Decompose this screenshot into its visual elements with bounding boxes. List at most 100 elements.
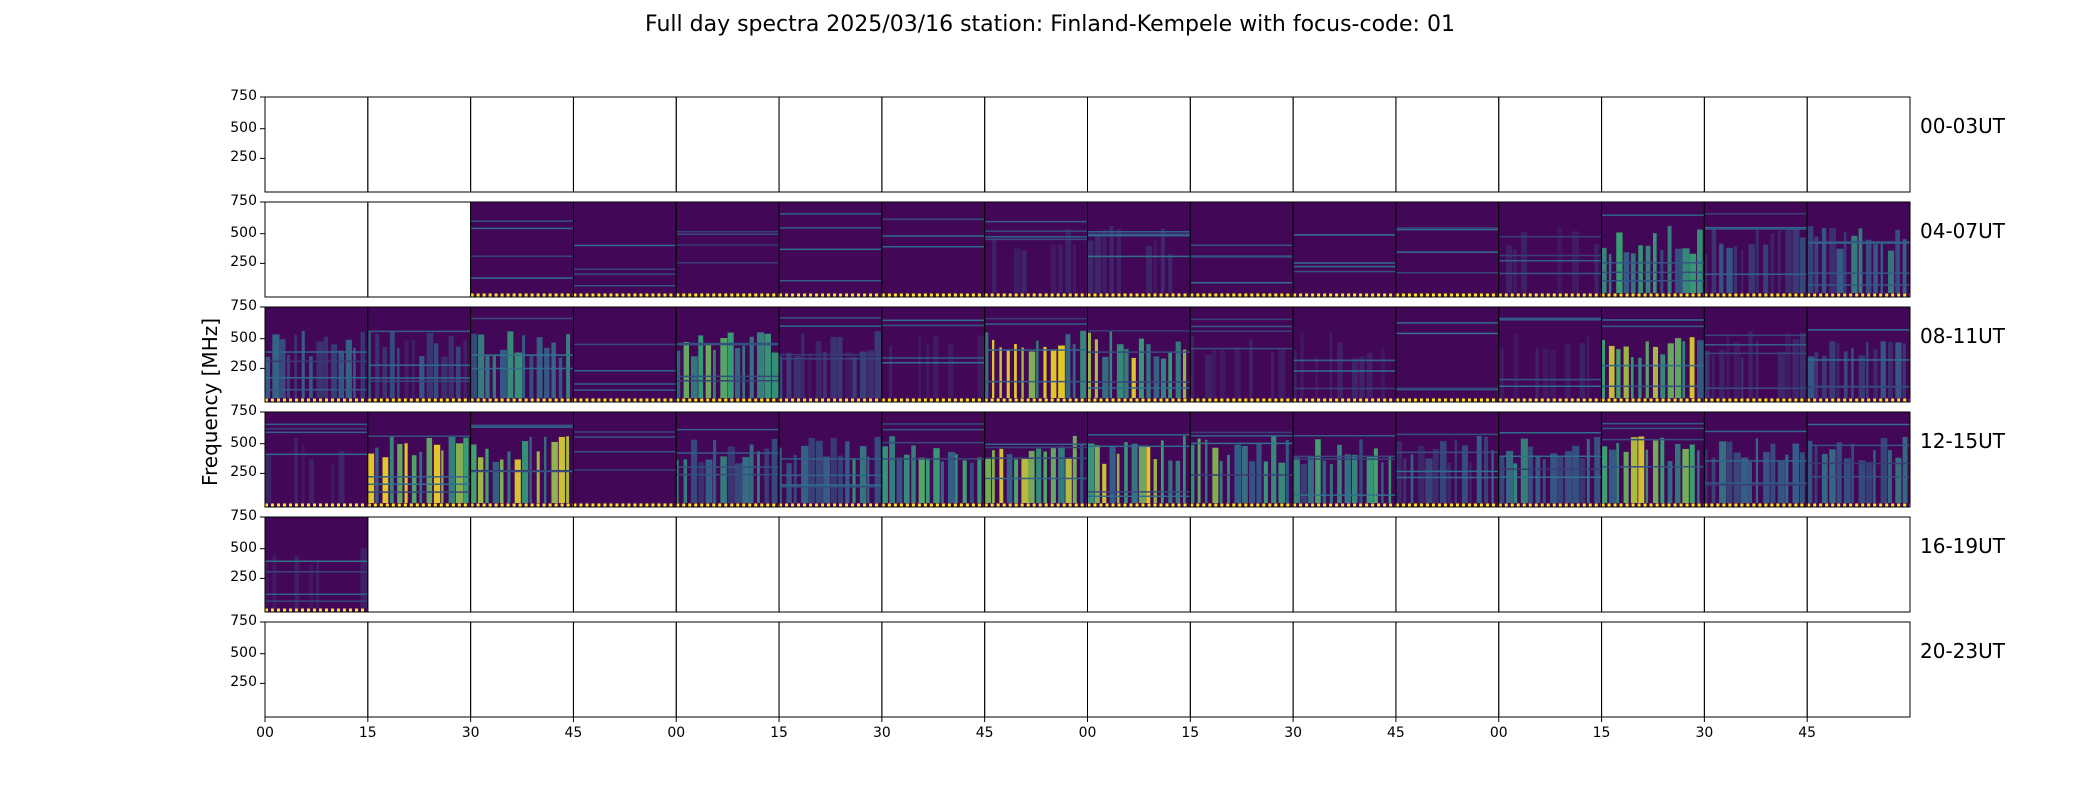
interference-line <box>1704 483 1808 486</box>
signal-band <box>566 436 570 503</box>
interference-line <box>881 245 985 248</box>
signal-band <box>1777 351 1785 398</box>
interference-line <box>573 268 677 271</box>
panel-frame <box>881 621 986 718</box>
signal-band <box>1249 339 1253 398</box>
interference-line <box>1807 475 1910 478</box>
signal-band <box>940 461 944 503</box>
x-tick-label: 00 <box>667 725 686 741</box>
interference-line <box>1293 270 1396 273</box>
signal-band <box>823 456 830 503</box>
signal-band <box>448 336 454 398</box>
interference-line <box>1601 422 1705 425</box>
signal-band <box>918 337 921 398</box>
signal-band <box>544 436 547 503</box>
signal-band <box>485 448 489 503</box>
panel-frame <box>1395 621 1500 718</box>
interference-line <box>1190 325 1294 328</box>
interference-line <box>1704 273 1808 276</box>
panel-frame <box>1498 96 1603 193</box>
signal-band <box>1050 245 1057 293</box>
signal-band <box>1219 461 1223 503</box>
signal-band <box>1058 345 1065 398</box>
x-tick-label: 30 <box>1695 725 1714 741</box>
interference-line <box>1704 228 1808 230</box>
signal-band <box>492 461 500 503</box>
signal-band <box>757 451 760 503</box>
signal-band <box>705 343 712 398</box>
signal-band <box>1865 462 1873 503</box>
spectrum-panel <box>573 202 677 297</box>
signal-band <box>551 342 556 398</box>
signal-band <box>1887 250 1895 293</box>
signal-band <box>1447 462 1451 503</box>
signal-band <box>955 454 958 503</box>
signal-band <box>301 444 305 503</box>
interference-line <box>1395 228 1499 231</box>
signal-band <box>1851 347 1854 398</box>
panel-frame <box>1806 411 1911 508</box>
signal-band <box>1116 344 1124 398</box>
signal-band <box>1821 227 1827 293</box>
signal-band <box>1902 239 1907 293</box>
interference-line <box>367 491 471 493</box>
interference-line <box>984 443 1088 446</box>
interference-line <box>1498 272 1602 275</box>
signal-band <box>1638 357 1642 398</box>
signal-band <box>1175 341 1181 398</box>
interference-line <box>573 469 677 471</box>
signal-band <box>1667 225 1672 293</box>
signal-band <box>830 336 838 398</box>
signal-band <box>1711 457 1716 503</box>
signal-band <box>1829 341 1836 398</box>
signal-band <box>1278 348 1286 398</box>
interference-line <box>1087 381 1191 383</box>
interference-line <box>984 380 1088 383</box>
interference-line <box>779 279 882 282</box>
interference-line <box>1498 254 1602 257</box>
signal-band <box>1564 343 1571 398</box>
panel-frame <box>367 96 472 193</box>
signal-band <box>1036 340 1039 398</box>
signal-band <box>1219 350 1226 398</box>
panel-frame <box>264 96 369 193</box>
signal-band <box>815 341 822 398</box>
interference-line <box>1293 234 1396 236</box>
signal-band <box>1645 341 1649 398</box>
signal-band <box>1895 342 1902 398</box>
signal-band <box>1403 458 1407 503</box>
y-tick-label: 750 <box>230 403 257 419</box>
panel-frame <box>778 96 883 193</box>
row-time-label: 16-19UT <box>1920 534 2005 558</box>
interference-line <box>573 244 677 247</box>
interference-line <box>676 233 780 235</box>
signal-band <box>1807 356 1815 398</box>
interference-line <box>1087 445 1191 448</box>
signal-band <box>1190 444 1195 503</box>
signal-band <box>1550 453 1558 503</box>
signal-band <box>1704 449 1709 503</box>
signal-band <box>1146 245 1153 293</box>
interference-line <box>1087 330 1191 332</box>
interference-line <box>1087 231 1191 233</box>
signal-band <box>1711 227 1717 293</box>
signal-band <box>992 450 995 503</box>
signal-band <box>1278 462 1286 503</box>
signal-band <box>977 335 985 398</box>
spectrum-panel <box>1190 202 1294 297</box>
signal-band <box>1726 441 1733 503</box>
interference-line <box>984 323 1088 325</box>
signal-band <box>1741 249 1744 293</box>
interference-line <box>1293 387 1396 390</box>
signal-band <box>1616 443 1620 503</box>
signal-band <box>1168 352 1172 398</box>
signal-band <box>389 330 395 398</box>
signal-band <box>1072 435 1077 503</box>
interference-line <box>1190 330 1294 332</box>
signal-band <box>742 345 746 398</box>
signal-band <box>837 455 844 503</box>
interference-line <box>367 377 471 379</box>
interference-line <box>1704 226 1808 229</box>
interference-line <box>1395 322 1499 324</box>
